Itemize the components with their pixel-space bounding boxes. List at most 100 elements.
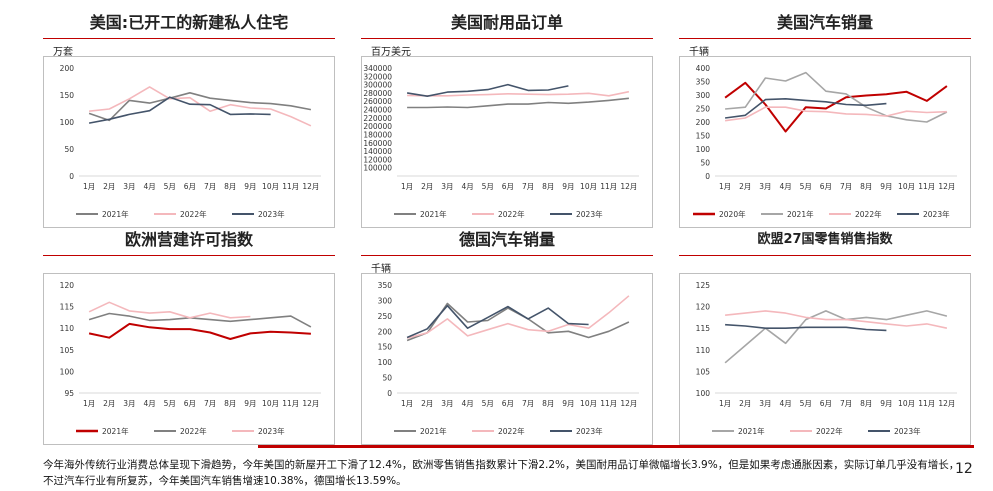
legend-label: 2022年 xyxy=(180,426,207,436)
x-tick-label: 8月 xyxy=(542,399,554,408)
series-line-2022年 xyxy=(724,106,947,122)
x-tick-label: 3月 xyxy=(441,182,453,191)
chart-us-housing-starts: 0 50 100 150 200 1月 2月 3月 4月 5月 6月 7月 8月 9月 10月 11月 12月 2… xyxy=(43,56,335,228)
x-tick-label: 10月 xyxy=(580,182,597,191)
legend-label: 2023年 xyxy=(258,209,285,219)
panel-eu27-retail-index: 欧盟27国零售销售指数 100 105 110 115 120 125 1月 2月 3月 4月 5月… xyxy=(679,229,971,445)
unit-label: 千辆 xyxy=(371,264,391,275)
x-tick-label: 10月 xyxy=(262,399,279,408)
x-tick-label: 1月 xyxy=(401,399,413,408)
x-tick-label: 9月 xyxy=(880,182,892,191)
y-tick-label: 100 xyxy=(60,118,75,127)
series-line-2023年 xyxy=(88,96,271,124)
x-tick-label: 7月 xyxy=(522,182,534,191)
x-tick-label: 5月 xyxy=(164,182,176,191)
x-tick-label: 5月 xyxy=(800,399,812,408)
x-tick-label: 3月 xyxy=(441,399,453,408)
footnote-text: 今年海外传统行业消费总体呈现下滑趋势，今年美国的新屋开工下滑了12.4%，欧洲零… xyxy=(43,459,960,487)
x-tick-label: 10月 xyxy=(580,399,597,408)
x-tick-label: 8月 xyxy=(224,399,236,408)
y-tick-label: 120000 xyxy=(363,155,392,164)
x-tick-label: 5月 xyxy=(164,399,176,408)
x-tick-label: 12月 xyxy=(938,182,955,191)
y-tick-label: 100 xyxy=(60,367,75,376)
y-tick-label: 100 xyxy=(378,358,393,367)
chart-us-durable-goods: 1000001200001400001600001800002000002200… xyxy=(361,56,653,228)
panel-germany-auto-sales: 德国汽车销量 千辆 0 50 100 150 200 250 300 350 1月 2月 3月 4月 5… xyxy=(361,229,653,445)
title-divider xyxy=(43,255,335,256)
x-tick-label: 4月 xyxy=(461,182,473,191)
panel-us-housing-starts: 美国:已开工的新建私人住宅 万套 0 50 100 150 200 1月 2月 3月 4月 5月 6… xyxy=(43,12,335,228)
y-tick-label: 120 xyxy=(696,303,711,312)
y-tick-label: 120 xyxy=(60,281,75,290)
x-tick-label: 1月 xyxy=(719,399,731,408)
legend-label: 2023年 xyxy=(923,209,950,219)
x-tick-label: 11月 xyxy=(600,182,617,191)
unit-label: 千辆 xyxy=(689,47,709,58)
y-tick-label: 350 xyxy=(696,78,711,87)
legend-label: 2021年 xyxy=(787,209,814,219)
x-tick-label: 4月 xyxy=(779,182,791,191)
x-tick-label: 7月 xyxy=(522,399,534,408)
x-tick-label: 2月 xyxy=(739,182,751,191)
page-number: 12 xyxy=(955,461,973,477)
y-tick-label: 0 xyxy=(69,172,74,181)
legend-label: 2023年 xyxy=(576,209,603,219)
panel-eu-building-permits: 欧洲营建许可指数 95 100 105 110 115 120 1月 2月 3月 4月 5月 6月 7月… xyxy=(43,229,335,445)
x-tick-label: 10月 xyxy=(262,182,279,191)
panel-us-durable-goods: 美国耐用品订单 百万美元 100000 120000 140000 160000 180… xyxy=(361,12,653,228)
y-tick-label: 50 xyxy=(700,159,710,168)
x-tick-label: 9月 xyxy=(244,182,256,191)
series-line-2021年 xyxy=(725,71,948,123)
title-divider xyxy=(361,255,653,256)
series-line-2022年 xyxy=(407,90,630,97)
x-tick-label: 4月 xyxy=(143,182,155,191)
x-tick-label: 11月 xyxy=(600,399,617,408)
x-tick-label: 6月 xyxy=(820,182,832,191)
y-tick-label: 320000 xyxy=(363,72,392,81)
title-divider xyxy=(43,38,335,39)
x-tick-label: 2月 xyxy=(421,182,433,191)
chart-germany-auto-sales: 0 50 100 150 200 250 300 350 1月 2月 3月 4月 5月 6月 7月 8月 9月 1… xyxy=(361,273,653,445)
x-tick-label: 8月 xyxy=(860,399,872,408)
series-line-2022年 xyxy=(725,310,948,329)
x-tick-label: 3月 xyxy=(123,399,135,408)
y-tick-label: 180000 xyxy=(363,130,392,139)
x-tick-label: 9月 xyxy=(562,182,574,191)
plot-frame xyxy=(361,273,653,445)
x-tick-label: 7月 xyxy=(840,399,852,408)
title-divider xyxy=(679,38,971,39)
legend-label: 2021年 xyxy=(420,426,447,436)
y-tick-label: 350 xyxy=(378,281,393,290)
y-tick-label: 95 xyxy=(64,389,74,398)
x-tick-label: 5月 xyxy=(800,182,812,191)
legend-label: 2020年 xyxy=(719,209,746,219)
x-tick-label: 6月 xyxy=(820,399,832,408)
y-tick-label: 150 xyxy=(60,91,75,100)
y-tick-label: 340000 xyxy=(363,64,392,73)
y-tick-label: 250 xyxy=(378,312,393,321)
footer-divider xyxy=(258,445,974,448)
y-tick-label: 110 xyxy=(60,324,75,333)
x-tick-label: 12月 xyxy=(620,182,637,191)
y-tick-label: 200000 xyxy=(363,122,392,131)
series-line-2022年 xyxy=(406,295,630,339)
y-tick-label: 105 xyxy=(696,367,711,376)
x-tick-label: 11月 xyxy=(282,182,299,191)
chart-title: 美国:已开工的新建私人住宅 xyxy=(89,13,289,32)
legend-label: 2021年 xyxy=(738,426,765,436)
x-tick-label: 2月 xyxy=(103,182,115,191)
x-tick-label: 7月 xyxy=(204,399,216,408)
x-tick-label: 12月 xyxy=(938,399,955,408)
x-tick-label: 3月 xyxy=(759,399,771,408)
y-tick-label: 100 xyxy=(696,389,711,398)
series-line-2023年 xyxy=(88,301,251,319)
legend-label: 2022年 xyxy=(855,209,882,219)
legend-label: 2023年 xyxy=(894,426,921,436)
x-tick-label: 4月 xyxy=(143,399,155,408)
x-tick-label: 3月 xyxy=(759,182,771,191)
y-tick-label: 200 xyxy=(60,64,75,73)
y-tick-label: 0 xyxy=(705,172,710,181)
x-tick-label: 9月 xyxy=(880,399,892,408)
